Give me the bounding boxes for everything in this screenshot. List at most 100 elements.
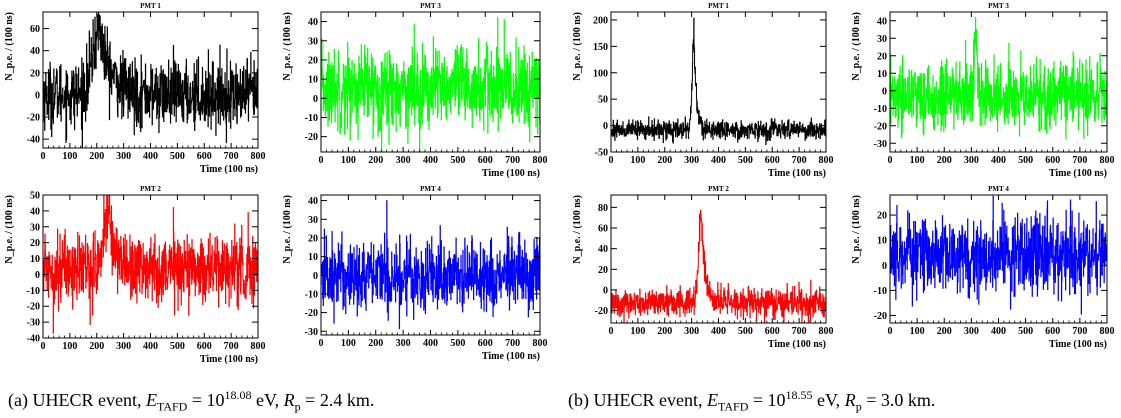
- x-tick-label: 800: [251, 151, 266, 162]
- panel-title: PMT 1: [140, 2, 161, 10]
- x-axis-label: Time (100 ns): [482, 351, 540, 362]
- x-tick-label: 300: [684, 155, 699, 166]
- y-tick-label: 10: [877, 236, 887, 247]
- x-tick-label: 0: [609, 155, 614, 166]
- panel-title: PMT 2: [708, 185, 729, 193]
- x-tick-label: 400: [143, 341, 158, 352]
- y-tick-label: 0: [882, 86, 887, 97]
- x-axis-label: Time (100 ns): [768, 339, 826, 350]
- x-tick-label: 500: [170, 341, 185, 352]
- x-tick-label: 300: [396, 338, 411, 349]
- chart-panel-5: PMT 10 100 200 300 400 500 600 700 800-500501001…: [572, 2, 834, 179]
- y-axis-label: N_p.e. / (100 ns): [4, 195, 15, 264]
- x-axis-label: Time (100 ns): [482, 168, 540, 179]
- x-tick-label: 800: [1100, 155, 1115, 166]
- x-tick-label: 800: [533, 155, 548, 166]
- x-tick-label: 300: [684, 326, 699, 337]
- series-line: [610, 209, 827, 323]
- y-tick-label: 20: [877, 51, 887, 62]
- series-line: [889, 195, 1108, 315]
- x-tick-label: 600: [197, 341, 212, 352]
- y-tick-label: -20: [874, 121, 887, 132]
- x-tick-label: 200: [937, 155, 952, 166]
- x-tick-label: 300: [964, 155, 979, 166]
- y-tick-label: -10: [305, 113, 318, 124]
- x-tick-label: 200: [89, 341, 104, 352]
- y-tick-label: 0: [313, 94, 318, 105]
- y-tick-label: -10: [874, 104, 887, 115]
- x-tick-label: 700: [224, 341, 239, 352]
- series-line: [889, 17, 1108, 140]
- series-line: [42, 12, 259, 148]
- panel-title: PMT 2: [140, 185, 161, 193]
- y-tick-label: -20: [595, 306, 608, 317]
- x-tick-label: 100: [341, 155, 356, 166]
- x-tick-label: 500: [170, 151, 185, 162]
- x-tick-label: 100: [910, 326, 925, 337]
- x-tick-label: 400: [991, 326, 1006, 337]
- y-tick-label: 20: [30, 238, 40, 249]
- y-tick-label: 30: [877, 34, 887, 45]
- x-tick-label: 200: [937, 326, 952, 337]
- x-tick-label: 0: [41, 151, 46, 162]
- x-tick-label: 700: [792, 326, 807, 337]
- y-tick-label: 40: [30, 206, 40, 217]
- x-tick-label: 600: [478, 155, 493, 166]
- x-tick-label: 600: [765, 326, 780, 337]
- x-tick-label: 400: [711, 155, 726, 166]
- y-tick-label: 0: [35, 270, 40, 281]
- x-tick-label: 300: [116, 341, 131, 352]
- y-tick-label: -10: [874, 286, 887, 297]
- series-line: [320, 200, 541, 330]
- caption-a: (a) UHECR event, ETAFD = 1018.08 eV, Rp …: [8, 388, 375, 414]
- x-tick-label: 600: [478, 338, 493, 349]
- y-tick-label: 10: [308, 252, 318, 263]
- y-tick-label: 0: [603, 285, 608, 296]
- x-axis-label: Time (100 ns): [1049, 168, 1107, 179]
- series-line: [42, 195, 259, 334]
- y-tick-label: 40: [308, 196, 318, 207]
- x-tick-label: 400: [143, 151, 158, 162]
- y-tick-label: -20: [27, 113, 40, 124]
- y-tick-label: 20: [877, 211, 887, 222]
- x-tick-label: 200: [657, 326, 672, 337]
- x-tick-label: 300: [396, 155, 411, 166]
- y-tick-label: -10: [305, 289, 318, 300]
- y-axis-label: N_p.e. / (100 ns): [572, 12, 583, 81]
- y-tick-label: 60: [598, 224, 608, 235]
- x-tick-label: 0: [888, 155, 893, 166]
- y-tick-label: 60: [30, 24, 40, 35]
- panel-title: PMT 4: [420, 185, 441, 193]
- x-tick-label: 200: [657, 155, 672, 166]
- y-tick-label: -10: [27, 286, 40, 297]
- y-tick-label: 40: [308, 17, 318, 28]
- x-tick-label: 100: [62, 341, 77, 352]
- y-tick-label: -50: [595, 148, 608, 159]
- y-tick-label: 200: [593, 15, 608, 26]
- chart-panel-7: PMT 20 100 200 300 400 500 600 700 800-200204060…: [572, 185, 834, 350]
- x-tick-label: 600: [1045, 155, 1060, 166]
- x-tick-label: 500: [450, 155, 465, 166]
- chart-panel-8: PMT 4 0 100 200 300 400 500 600 700 800 -20 -10 0 10 2…: [851, 185, 1115, 350]
- x-tick-label: 400: [991, 155, 1006, 166]
- y-tick-label: 10: [30, 254, 40, 265]
- y-tick-label: 40: [598, 244, 608, 255]
- x-tick-label: 700: [224, 151, 239, 162]
- caption-b: (b) UHECR event, ETAFD = 1018.55 eV, Rp …: [568, 388, 936, 414]
- y-tick-label: 10: [308, 75, 318, 86]
- y-tick-label: 50: [30, 191, 40, 202]
- chart-panel-1: PMT 1 0 100 200 300 400 500 600 700 800 -40 -20 0 20 4…: [4, 2, 266, 175]
- x-tick-label: 400: [423, 155, 438, 166]
- y-tick-label: -20: [874, 311, 887, 322]
- x-tick-label: 100: [630, 326, 645, 337]
- x-tick-label: 800: [819, 155, 834, 166]
- y-tick-label: -40: [27, 334, 40, 345]
- x-tick-label: 400: [423, 338, 438, 349]
- x-tick-label: 200: [368, 338, 383, 349]
- chart-panel-3: PMT 20 100 200 300 400 500 600 700 800-40-30-20-…: [4, 185, 266, 365]
- y-tick-label: -20: [305, 132, 318, 143]
- panel-title: PMT 3: [420, 2, 441, 10]
- y-tick-label: 10: [877, 69, 887, 80]
- y-tick-label: 0: [35, 90, 40, 101]
- x-tick-label: 0: [41, 341, 46, 352]
